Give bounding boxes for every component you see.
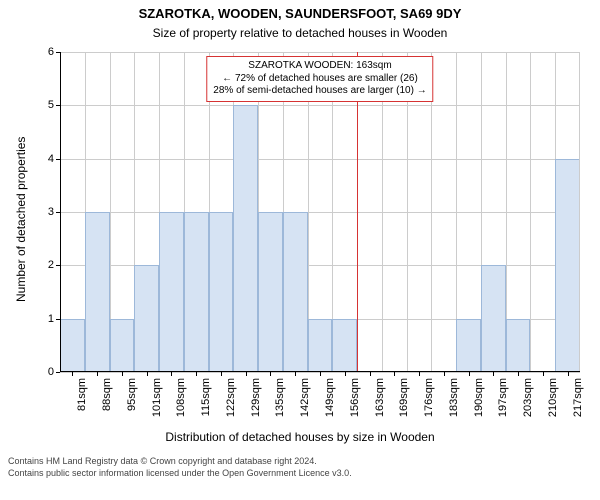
xtick-label: 129sqm [250,378,262,417]
xtick-mark [221,372,222,376]
y-axis-label: Number of detached properties [14,137,28,302]
xtick-label: 176sqm [423,378,435,417]
xtick-label: 101sqm [151,378,163,417]
xtick-label: 217sqm [572,378,584,417]
y-axis [60,52,61,372]
xtick-mark [270,372,271,376]
xtick-label: 210sqm [547,378,559,417]
xtick-mark [196,372,197,376]
chart-footer: Contains HM Land Registry data © Crown c… [8,456,352,479]
xtick-mark [147,372,148,376]
bar [258,212,283,372]
xtick-label: 115sqm [200,378,212,416]
annotation-line: 28% of semi-detached houses are larger (… [213,85,426,98]
xtick-mark [72,372,73,376]
ytick-label: 6 [48,46,54,58]
grid-line [60,52,580,53]
xtick-label: 169sqm [398,378,410,417]
ytick-label: 1 [48,313,54,325]
ytick-label: 4 [48,153,54,165]
xtick-label: 142sqm [299,378,311,417]
chart-subtitle: Size of property relative to detached ho… [0,26,600,40]
ytick-label: 3 [48,206,54,218]
xtick-mark [246,372,247,376]
xtick-label: 122sqm [225,378,237,417]
xtick-mark [320,372,321,376]
ytick-mark [56,372,60,373]
bar [506,319,531,372]
bar [332,319,357,372]
annotation-box: SZAROTKA WOODEN: 163sqm← 72% of detached… [206,56,433,102]
annotation-line: SZAROTKA WOODEN: 163sqm [213,60,426,73]
plot-area: 012345681sqm88sqm95sqm101sqm108sqm115sqm… [60,52,580,372]
footer-line-2: Contains public sector information licen… [8,468,352,480]
xtick-label: 149sqm [324,378,336,417]
xtick-mark [543,372,544,376]
x-axis-label: Distribution of detached houses by size … [0,430,600,444]
xtick-mark [518,372,519,376]
xtick-mark [568,372,569,376]
chart-container: SZAROTKA, WOODEN, SAUNDERSFOOT, SA69 9DY… [0,0,600,500]
x-axis [60,371,580,372]
bar [308,319,333,372]
bar [134,265,159,372]
bar [233,105,258,372]
xtick-mark [345,372,346,376]
xtick-label: 95sqm [126,378,138,411]
xtick-label: 135sqm [274,378,286,417]
chart-title: SZAROTKA, WOODEN, SAUNDERSFOOT, SA69 9DY [0,6,600,21]
xtick-mark [370,372,371,376]
xtick-label: 203sqm [522,378,534,417]
bar [110,319,135,372]
grid-line [530,52,531,372]
xtick-mark [171,372,172,376]
bar [85,212,110,372]
bar [60,319,85,372]
footer-line-1: Contains HM Land Registry data © Crown c… [8,456,352,468]
xtick-label: 108sqm [175,378,187,417]
xtick-label: 163sqm [374,378,386,417]
grid-line [60,212,580,213]
bar [481,265,506,372]
xtick-label: 183sqm [448,378,460,417]
xtick-mark [469,372,470,376]
xtick-mark [122,372,123,376]
bar [159,212,184,372]
xtick-mark [97,372,98,376]
bar [456,319,481,372]
bar [283,212,308,372]
xtick-label: 197sqm [497,378,509,417]
xtick-label: 81sqm [76,378,88,411]
xtick-mark [493,372,494,376]
ytick-label: 0 [48,366,54,378]
grid-line [60,159,580,160]
xtick-label: 190sqm [473,378,485,417]
xtick-mark [444,372,445,376]
xtick-mark [394,372,395,376]
xtick-mark [419,372,420,376]
grid-line [579,52,580,372]
bar [555,159,580,372]
bar [209,212,234,372]
xtick-label: 88sqm [101,378,113,411]
xtick-label: 156sqm [349,378,361,417]
xtick-mark [295,372,296,376]
grid-line [60,105,580,106]
ytick-label: 2 [48,259,54,271]
annotation-line: ← 72% of detached houses are smaller (26… [213,73,426,86]
ytick-label: 5 [48,99,54,111]
bar [184,212,209,372]
